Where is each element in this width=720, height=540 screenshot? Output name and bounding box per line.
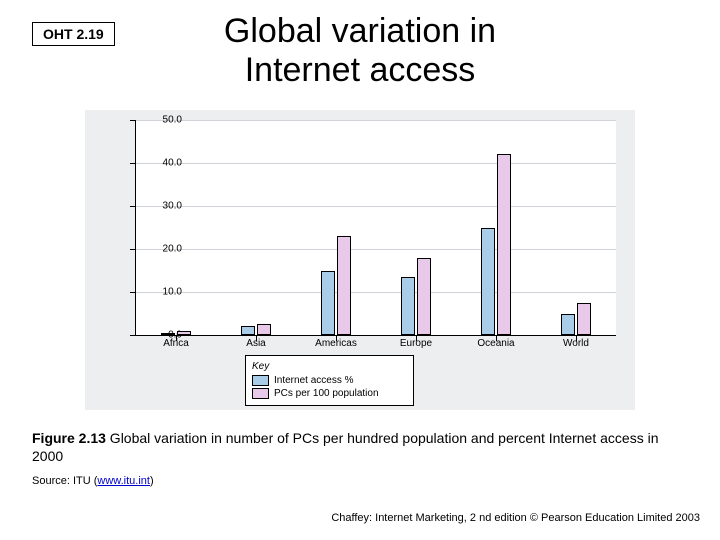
chart-gridline [136, 163, 616, 164]
chart-gridline [136, 206, 616, 207]
source-suffix: ) [150, 475, 154, 487]
chart-xlabel: World [563, 338, 589, 349]
chart-ytick [130, 206, 136, 207]
legend-item: PCs per 100 population [252, 387, 407, 401]
chart-bar [321, 271, 335, 336]
chart-bar [257, 324, 271, 335]
chart-bar [561, 314, 575, 336]
chart-bar [417, 258, 431, 335]
source-link[interactable]: www.itu.int [97, 475, 150, 487]
chart-xlabel: Europe [400, 338, 432, 349]
chart-ytick [130, 292, 136, 293]
page-title: Global variation in Internet access [0, 12, 720, 90]
chart-bar [337, 236, 351, 335]
chart-bar [577, 303, 591, 335]
source-line: Source: ITU (www.itu.int) [32, 475, 154, 487]
chart-plot-area: 0.010.020.030.040.050.0AfricaAsiaAmerica… [135, 120, 616, 336]
legend-label: PCs per 100 population [274, 387, 379, 401]
chart-ytick [130, 163, 136, 164]
chart-bar [177, 331, 191, 335]
chart-xlabel: Americas [315, 338, 357, 349]
chart-legend: Key Internet access % PCs per 100 popula… [245, 355, 414, 406]
chart-ylabel: 40.0 [142, 158, 182, 169]
caption-prefix: Figure 2.13 [32, 430, 106, 446]
chart-gridline [136, 249, 616, 250]
chart-bar [241, 326, 255, 335]
chart-ylabel: 50.0 [142, 115, 182, 126]
chart-gridline [136, 292, 616, 293]
chart-container: 0.010.020.030.040.050.0AfricaAsiaAmerica… [85, 110, 635, 410]
legend-label: Internet access % [274, 374, 353, 388]
footer-credit: Chaffey: Internet Marketing, 2 nd editio… [331, 512, 700, 524]
figure-caption: Figure 2.13 Global variation in number o… [32, 430, 672, 465]
title-line-1: Global variation in [224, 12, 496, 50]
legend-item: Internet access % [252, 374, 407, 388]
slide: OHT 2.19 Global variation in Internet ac… [0, 0, 720, 540]
legend-title: Key [252, 360, 407, 374]
chart-ylabel: 10.0 [142, 287, 182, 298]
chart-ylabel: 30.0 [142, 201, 182, 212]
chart-bar [161, 333, 175, 335]
chart-xlabel: Oceania [477, 338, 514, 349]
chart-xlabel: Asia [246, 338, 265, 349]
chart-ytick [130, 120, 136, 121]
chart-ylabel: 20.0 [142, 244, 182, 255]
chart-bar [481, 228, 495, 336]
chart-ytick [130, 335, 136, 336]
source-prefix: Source: ITU ( [32, 475, 97, 487]
chart-bar [401, 277, 415, 335]
chart-gridline [136, 120, 616, 121]
legend-swatch [252, 388, 269, 399]
chart-bar [497, 154, 511, 335]
caption-body: Global variation in number of PCs per hu… [32, 430, 658, 464]
chart-xlabel: Africa [163, 338, 189, 349]
legend-swatch [252, 375, 269, 386]
chart-ytick [130, 249, 136, 250]
title-line-2: Internet access [245, 51, 476, 89]
